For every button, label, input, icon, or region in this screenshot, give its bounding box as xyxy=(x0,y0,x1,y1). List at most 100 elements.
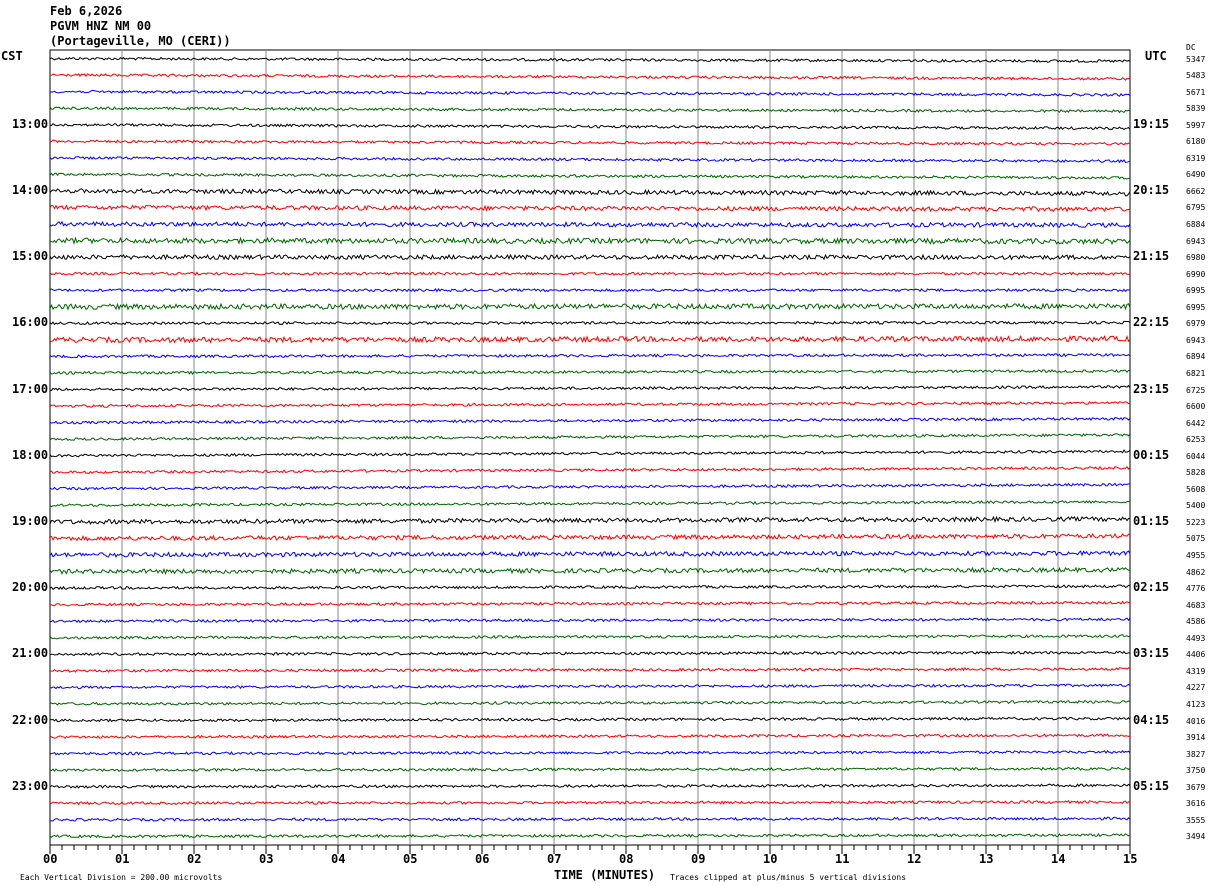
seismic-trace xyxy=(49,716,1131,723)
seismic-trace xyxy=(49,220,1131,229)
seismic-trace xyxy=(49,156,1131,164)
cst-hour-label: 14:00 xyxy=(12,182,49,197)
dc-offset-label: 5828 xyxy=(1186,468,1206,478)
dc-offset-label: 3494 xyxy=(1186,832,1206,842)
seismic-trace xyxy=(49,617,1131,624)
seismic-trace xyxy=(49,139,1131,146)
dc-offset-label: 3616 xyxy=(1186,799,1206,809)
dc-offset-label: 6725 xyxy=(1186,385,1206,395)
dc-offset-label: 5400 xyxy=(1186,501,1206,511)
x-tick-label: 12 xyxy=(907,852,922,866)
dc-offset-label: 3827 xyxy=(1186,749,1206,759)
seismic-trace xyxy=(49,532,1131,542)
dc-offset-label: 5347 xyxy=(1186,54,1206,64)
seismic-trace xyxy=(49,433,1131,441)
dc-offset-label: 6600 xyxy=(1186,402,1206,412)
dc-offset-label: 3914 xyxy=(1186,733,1206,743)
x-tick-label: 07 xyxy=(547,852,562,866)
dc-offset-label: 4123 xyxy=(1186,699,1206,709)
x-tick-label: 05 xyxy=(403,852,418,866)
dc-offset-label: 6442 xyxy=(1186,418,1206,428)
seismic-trace xyxy=(49,699,1131,706)
cst-hour-label: 23:00 xyxy=(12,778,49,793)
seismic-trace xyxy=(49,334,1131,344)
seismic-trace xyxy=(49,750,1131,756)
seismic-trace xyxy=(49,188,1131,197)
cst-hour-label: 20:00 xyxy=(12,580,49,595)
utc-hour-label: 01:15 xyxy=(1133,513,1170,528)
cst-hour-label: 19:00 xyxy=(12,513,49,528)
x-tick-label: 02 xyxy=(187,852,202,866)
cst-hour-label: 21:00 xyxy=(12,646,49,661)
seismic-trace xyxy=(49,449,1131,458)
seismic-trace xyxy=(49,783,1131,789)
seismic-trace xyxy=(49,400,1131,408)
left-timezone-label: CST xyxy=(1,49,23,63)
x-tick-label: 10 xyxy=(763,852,778,866)
dc-offset-label: 3679 xyxy=(1186,782,1206,792)
seismic-trace xyxy=(49,766,1131,773)
seismic-trace xyxy=(50,600,1131,607)
seismic-trace xyxy=(49,832,1131,839)
date-label: Feb 6,2026 xyxy=(50,4,123,18)
seismic-trace xyxy=(49,253,1131,261)
dc-offset-label: 6943 xyxy=(1186,335,1206,345)
dc-offset-label: 6253 xyxy=(1186,435,1206,445)
seismic-trace xyxy=(49,515,1131,525)
dc-offset-label: 5671 xyxy=(1186,87,1206,97)
seismic-trace xyxy=(49,800,1131,806)
station-label: PGVM HNZ NM 00 xyxy=(50,19,152,33)
cst-hour-label: 18:00 xyxy=(12,447,49,462)
location-label: (Portageville, MO (CERI)) xyxy=(50,34,231,48)
dc-offset-label: 6180 xyxy=(1186,137,1206,147)
dc-offset-label: 6995 xyxy=(1186,302,1206,312)
seismic-trace xyxy=(49,271,1131,276)
utc-hour-label: 22:15 xyxy=(1133,315,1170,330)
seismic-trace xyxy=(49,816,1131,822)
x-tick-label: 04 xyxy=(331,852,346,866)
dc-offset-label: 4586 xyxy=(1186,617,1206,627)
x-tick-label: 11 xyxy=(835,852,850,866)
dc-offset-label: 4016 xyxy=(1186,716,1206,726)
cst-hour-label: 13:00 xyxy=(12,116,49,131)
dc-offset-label: 6884 xyxy=(1186,220,1206,229)
seismic-trace xyxy=(49,584,1130,591)
dc-offset-label: 5075 xyxy=(1186,534,1206,544)
dc-offset-label: 4683 xyxy=(1186,600,1206,610)
utc-hour-label: 03:15 xyxy=(1133,646,1170,661)
x-tick-label: 08 xyxy=(619,852,634,866)
dc-offset-label: 6319 xyxy=(1186,153,1206,163)
seismic-trace xyxy=(49,73,1131,81)
seismic-trace xyxy=(49,172,1131,180)
dc-offset-label: 6044 xyxy=(1186,451,1206,461)
seismic-trace xyxy=(49,566,1131,576)
seismic-trace xyxy=(49,650,1131,657)
cst-hour-label: 16:00 xyxy=(12,315,49,330)
dc-offset-label: 6894 xyxy=(1186,352,1206,362)
seismic-trace xyxy=(49,122,1131,131)
dc-offset-label: 4319 xyxy=(1186,666,1206,676)
x-tick-label: 09 xyxy=(691,852,706,866)
cst-hour-label: 22:00 xyxy=(12,712,49,727)
plot-frame xyxy=(49,49,1131,846)
dc-offset-label: 5483 xyxy=(1186,71,1206,81)
x-axis-label: TIME (MINUTES) xyxy=(554,868,656,882)
seismic-trace xyxy=(49,384,1131,392)
utc-hour-label: 04:15 xyxy=(1133,712,1170,727)
scale-note: Each Vertical Division = 200.00 microvol… xyxy=(20,873,223,882)
dc-offset-label: 6943 xyxy=(1186,236,1206,246)
utc-hour-label: 21:15 xyxy=(1133,249,1170,264)
dc-offset-label: 5997 xyxy=(1186,120,1206,130)
dc-offset-label: 4862 xyxy=(1186,567,1206,577)
clip-note: Traces clipped at plus/minus 5 vertical … xyxy=(670,873,907,882)
seismic-trace xyxy=(49,320,1131,326)
dc-offset-label: 6990 xyxy=(1186,269,1206,279)
dc-offset-label: 4776 xyxy=(1186,584,1206,594)
cst-hour-label: 15:00 xyxy=(12,249,49,264)
seismic-trace xyxy=(49,302,1131,311)
seismic-trace xyxy=(49,550,1131,559)
right-timezone-label: UTC xyxy=(1145,49,1167,63)
dc-offset-label: 6662 xyxy=(1186,186,1206,196)
seismic-trace xyxy=(49,204,1131,213)
utc-hour-label: 02:15 xyxy=(1133,580,1170,595)
